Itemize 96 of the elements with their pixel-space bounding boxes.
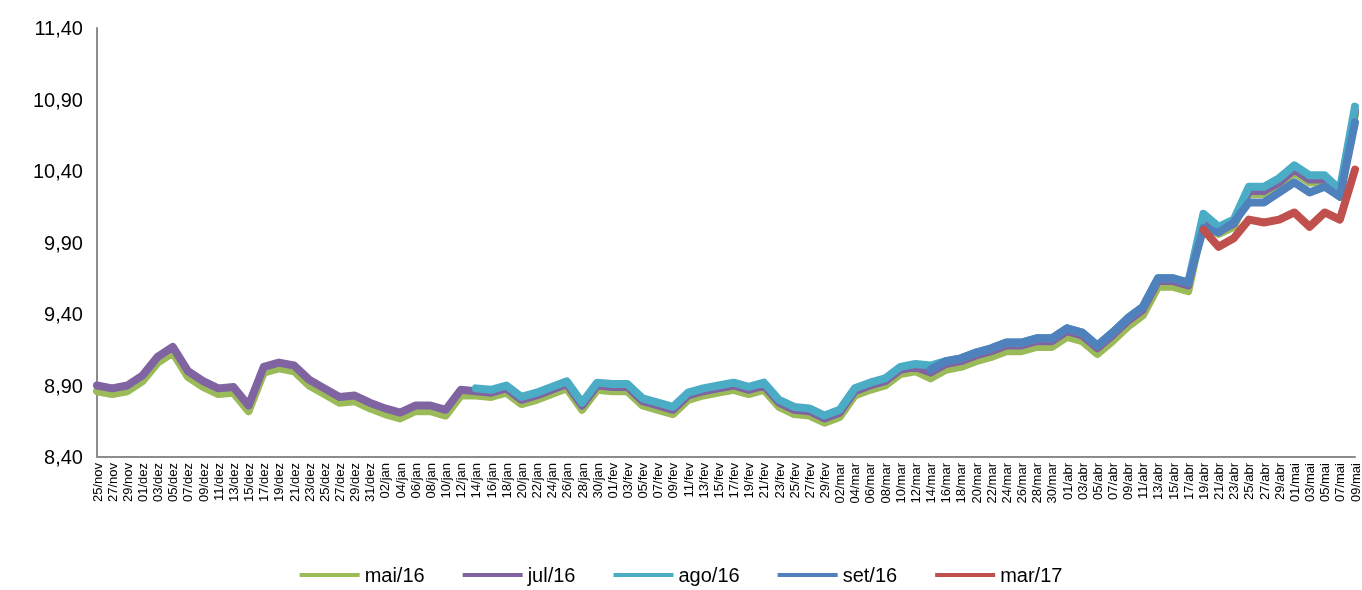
x-tick-label: 29/abr — [1271, 462, 1287, 500]
x-tick-label: 10/jan — [438, 463, 454, 499]
x-tick-label: 20/jan — [513, 463, 529, 499]
x-tick-label: 13/abr — [1150, 462, 1166, 500]
x-tick-label: 13/dez — [225, 463, 241, 503]
y-tick-label: 9,40 — [44, 303, 83, 325]
legend-label: jul/16 — [526, 564, 576, 586]
y-tick-label: 10,40 — [32, 160, 83, 182]
x-tick-label: 16/mar — [938, 462, 954, 504]
x-tick-label: 09/abr — [1120, 462, 1136, 500]
x-tick-label: 05/fev — [635, 462, 651, 499]
x-tick-label: 17/fev — [726, 462, 742, 499]
x-tick-label: 25/abr — [1241, 462, 1257, 500]
y-tick-label: 8,40 — [44, 446, 83, 468]
x-tick-label: 19/dez — [271, 463, 287, 503]
x-tick-label: 18/jan — [498, 463, 514, 499]
legend-label: set/16 — [842, 564, 898, 586]
x-tick-label: 01/mai — [1286, 462, 1302, 503]
x-tick-label: 19/abr — [1195, 462, 1211, 500]
x-tick-label: 25/nov — [89, 462, 105, 503]
x-tick-label: 28/jan — [574, 463, 590, 499]
x-tick-label: 14/mar — [923, 462, 939, 504]
x-tick-label: 19/fev — [741, 462, 757, 499]
x-tick-label: 27/abr — [1256, 462, 1272, 500]
x-tick-label: 27/fev — [801, 462, 817, 499]
x-tick-label: 04/mar — [847, 462, 863, 504]
x-tick-label: 02/mar — [832, 462, 848, 504]
x-tick-label: 31/dez — [362, 463, 378, 503]
x-tick-label: 23/abr — [1226, 462, 1242, 500]
x-tick-label: 15/fev — [710, 462, 726, 499]
x-tick-label: 09/fev — [665, 462, 681, 499]
x-tick-label: 01/dez — [134, 463, 150, 503]
x-tick-label: 26/jan — [559, 463, 575, 499]
x-tick-label: 27/nov — [104, 462, 120, 503]
x-tick-label: 23/fev — [771, 462, 787, 499]
x-tick-label: 03/mai — [1302, 462, 1318, 503]
x-tick-label: 12/mar — [907, 462, 923, 504]
x-tick-label: 30/mar — [1044, 462, 1060, 504]
x-tick-label: 15/dez — [241, 463, 257, 503]
x-tick-label: 21/dez — [286, 463, 302, 503]
legend-label: mar/17 — [1000, 564, 1063, 586]
x-tick-label: 01/fev — [604, 462, 620, 499]
x-tick-label: 25/fev — [786, 462, 802, 499]
x-tick-label: 15/abr — [1165, 462, 1181, 500]
x-tick-label: 09/mai — [1347, 462, 1362, 503]
x-tick-label: 03/dez — [150, 463, 166, 503]
y-tick-label: 11,40 — [34, 17, 83, 39]
x-tick-label: 11/fev — [680, 462, 696, 498]
x-tick-label: 18/mar — [953, 462, 969, 504]
x-tick-label: 05/dez — [165, 463, 181, 503]
x-tick-label: 20/mar — [968, 462, 984, 504]
x-tick-label: 06/mar — [862, 462, 878, 504]
x-tick-label: 07/abr — [1104, 462, 1120, 500]
x-tick-label: 07/mai — [1332, 462, 1348, 503]
x-tick-label: 29/dez — [347, 463, 363, 503]
x-tick-label: 10/mar — [892, 462, 908, 504]
x-tick-label: 27/dez — [332, 463, 348, 503]
x-tick-label: 07/fev — [650, 462, 666, 499]
x-tick-label: 22/mar — [983, 462, 999, 504]
x-tick-label: 29/nov — [119, 462, 135, 503]
x-tick-label: 05/mai — [1317, 462, 1333, 503]
x-tick-label: 12/jan — [453, 463, 469, 499]
x-tick-label: 04/jan — [392, 463, 408, 499]
x-tick-label: 26/mar — [1014, 462, 1030, 504]
legend-label: mai/16 — [364, 564, 425, 586]
x-tick-label: 24/jan — [544, 463, 560, 499]
x-tick-label: 29/fev — [817, 462, 833, 499]
x-tick-label: 01/abr — [1059, 462, 1075, 500]
x-tick-label: 03/abr — [1074, 462, 1090, 500]
x-tick-label: 03/fev — [619, 462, 635, 499]
x-tick-label: 21/fev — [756, 462, 772, 499]
y-tick-label: 8,90 — [44, 374, 83, 397]
x-tick-label: 28/mar — [1029, 462, 1045, 504]
x-tick-label: 23/dez — [301, 463, 317, 503]
x-tick-label: 17/abr — [1180, 462, 1196, 500]
y-tick-label: 10,90 — [32, 88, 83, 111]
x-tick-label: 06/jan — [407, 463, 423, 499]
x-tick-label: 24/mar — [998, 462, 1014, 504]
x-tick-label: 13/fev — [695, 462, 711, 499]
x-tick-label: 17/dez — [256, 463, 272, 503]
x-tick-label: 30/jan — [589, 463, 605, 499]
legend-label: ago/16 — [678, 564, 740, 586]
x-tick-label: 09/dez — [195, 463, 211, 503]
x-tick-label: 02/jan — [377, 463, 393, 499]
x-tick-label: 05/abr — [1089, 462, 1105, 500]
x-tick-label: 25/dez — [316, 463, 332, 503]
x-tick-label: 11/dez — [210, 463, 226, 502]
x-tick-label: 07/dez — [180, 463, 196, 503]
x-tick-label: 16/jan — [483, 463, 499, 499]
y-tick-label: 9,90 — [44, 231, 83, 254]
x-tick-label: 14/jan — [468, 463, 484, 499]
x-tick-label: 08/jan — [422, 463, 438, 499]
x-tick-label: 22/jan — [529, 463, 545, 499]
x-tick-label: 11/abr — [1135, 462, 1151, 499]
x-tick-label: 21/abr — [1211, 462, 1227, 500]
x-tick-label: 08/mar — [877, 462, 893, 504]
